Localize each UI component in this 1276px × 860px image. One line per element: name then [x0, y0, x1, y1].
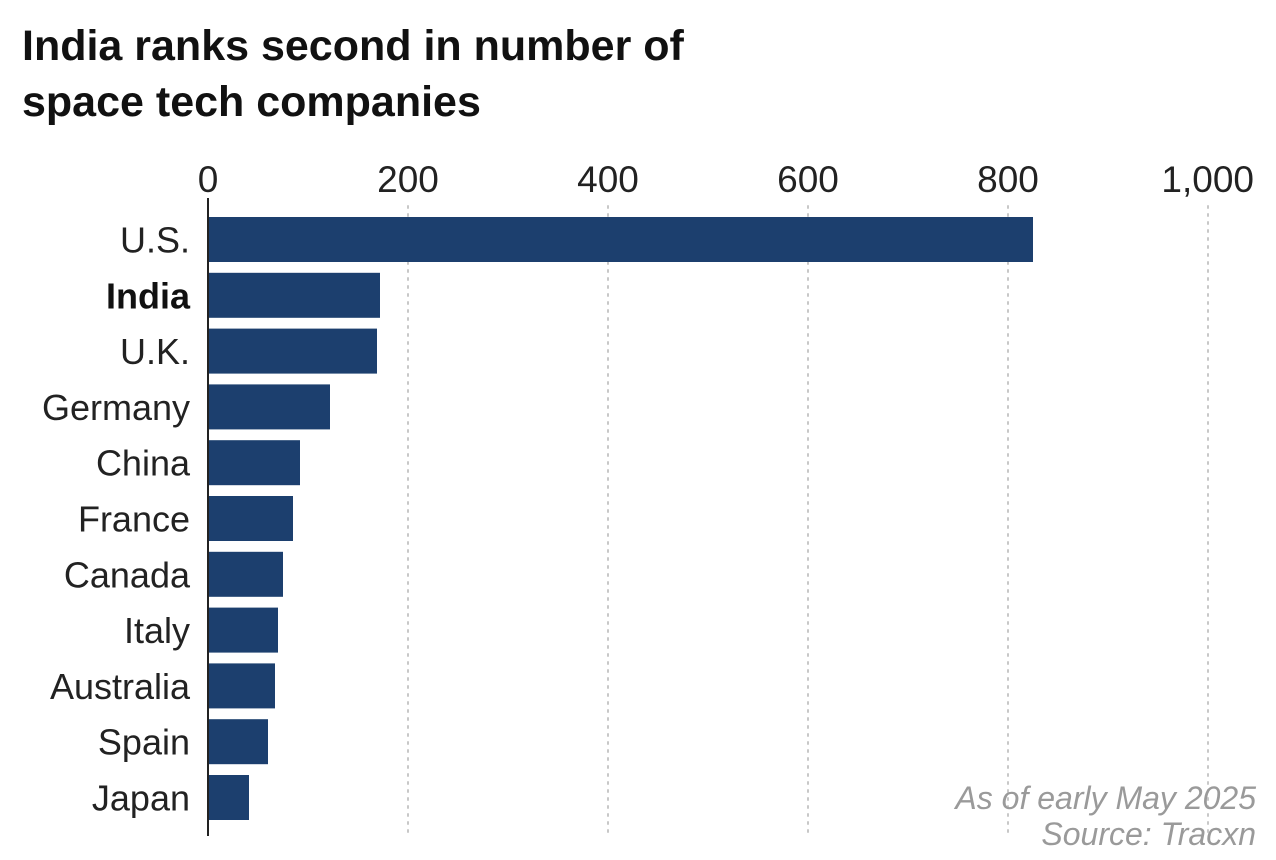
bar-germany [208, 384, 330, 430]
bar-canada [208, 551, 283, 597]
bar-india [208, 272, 380, 318]
category-label-australia: Australia [50, 666, 191, 707]
x-tick-label-400: 400 [577, 159, 639, 200]
x-tick-label-200: 200 [377, 159, 439, 200]
bar-japan [208, 775, 249, 820]
x-tick-label-600: 600 [777, 159, 839, 200]
category-label-italy: Italy [124, 610, 190, 651]
gridlines [407, 205, 1209, 837]
x-axis-tick-labels: 0 200 400 600 800 1,000 [198, 159, 1254, 200]
category-label-germany: Germany [42, 387, 190, 428]
bar-france [208, 496, 293, 541]
bars [208, 217, 1033, 820]
category-label-canada: Canada [64, 554, 191, 595]
x-tick-label-0: 0 [198, 159, 219, 200]
source-note: Source: Tracxn [1041, 816, 1256, 852]
chart-title-line-1: India ranks second in number of [22, 22, 684, 70]
category-label-u-s: U.S. [120, 220, 190, 261]
x-tick-label-1000: 1,000 [1161, 159, 1254, 200]
chart-title: India ranks second in number of space te… [22, 18, 1022, 130]
x-tick-label-800: 800 [977, 159, 1039, 200]
category-label-u-k: U.K. [120, 331, 190, 372]
category-label-spain: Spain [98, 722, 190, 763]
bar-spain [208, 719, 268, 765]
category-label-china: China [96, 443, 191, 484]
bar-china [208, 440, 300, 486]
bar-italy [208, 607, 278, 653]
bar-u-k [208, 328, 377, 374]
bar-u-s [208, 217, 1033, 262]
category-label-japan: Japan [92, 778, 190, 819]
bar-australia [208, 663, 275, 709]
category-label-france: France [78, 499, 190, 540]
category-labels: U.S. India U.K. Germany China France Canada Ita… [42, 220, 191, 819]
category-label-india: India [106, 275, 191, 316]
chart-title-line-2: space tech companies [22, 78, 481, 126]
date-note: As of early May 2025 [955, 780, 1256, 816]
